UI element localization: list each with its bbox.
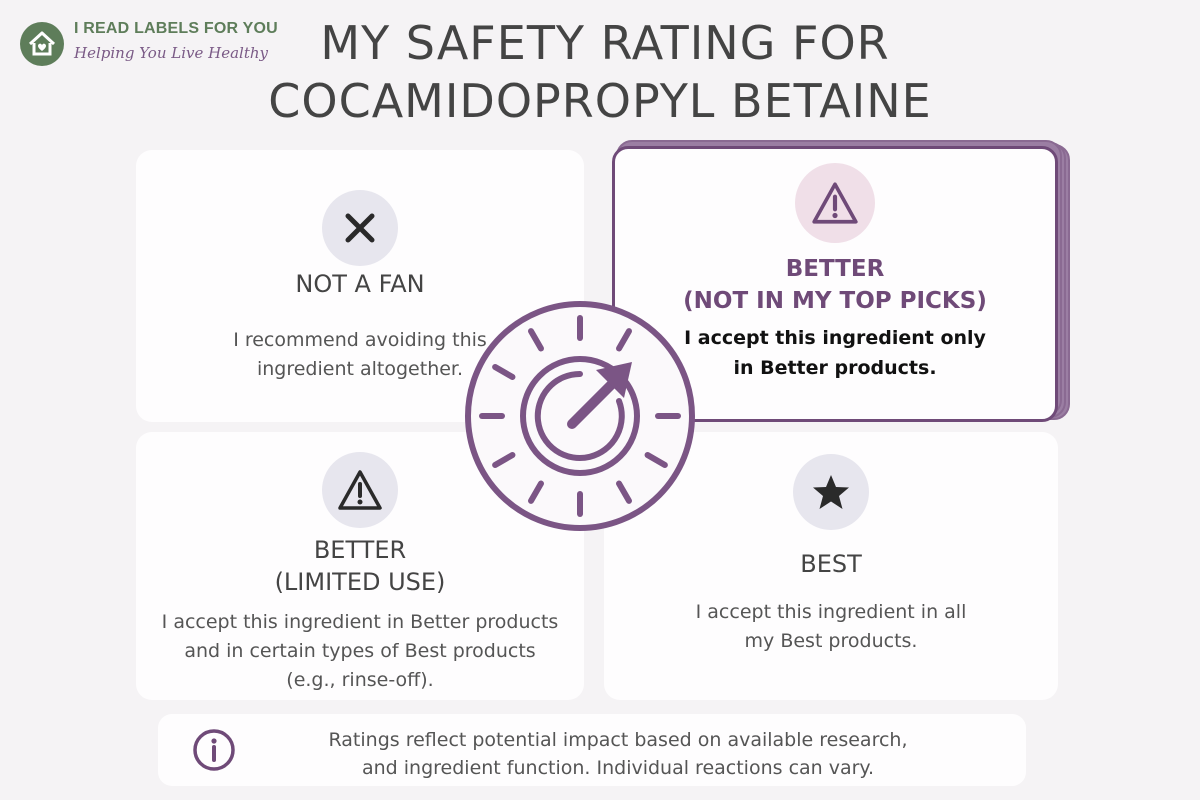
rating-heading: NOT A FAN: [295, 270, 425, 298]
star-icon: [793, 454, 869, 530]
dial-tick: [492, 452, 516, 468]
page-title-line-1: MY SAFETY RATING FOR: [320, 16, 890, 70]
dial-tick: [616, 480, 632, 504]
disclaimer-text: Ratings reflect potential impact based o…: [328, 729, 908, 779]
page-title-line-2: COCAMIDOPROPYL BETAINE: [268, 74, 932, 128]
rating-description: I recommend avoiding this ingredient alt…: [233, 329, 487, 380]
info-icon: [193, 729, 235, 771]
rating-description: I accept this ingredient only in Better …: [684, 327, 986, 379]
dial-tick: [616, 328, 632, 352]
dial-tick: [528, 480, 544, 504]
warning-icon: [795, 163, 875, 243]
rating-heading: BEST: [800, 550, 862, 578]
rating-card-best: BEST I accept this ingredient in all my …: [604, 432, 1058, 700]
dial-tick: [644, 452, 668, 468]
dial-gauge-icon: [465, 301, 695, 531]
rating-description: I accept this ingredient in all my Best …: [695, 601, 967, 652]
rating-description: I accept this ingredient in Better produ…: [161, 611, 559, 691]
page-title: MY SAFETY RATING FOR COCAMIDOPROPYL BETA…: [0, 14, 1200, 130]
rating-card-better-not-top-pick: BETTER (NOT IN MY TOP PICKS) I accept th…: [612, 146, 1058, 422]
dial-tick: [528, 328, 544, 352]
rating-heading: BETTER (LIMITED USE): [274, 536, 446, 596]
brand-name: I READ LABELS FOR YOU: [74, 20, 278, 37]
warning-icon: [322, 452, 398, 528]
brand-logo[interactable]: I READ LABELS FOR YOU Helping You Live H…: [18, 14, 278, 76]
disclaimer-note: Ratings reflect potential impact based o…: [158, 714, 1026, 786]
house-heart-icon: [20, 22, 64, 66]
dial-tick: [492, 364, 516, 380]
brand-tagline: Helping You Live Healthy: [74, 44, 268, 62]
rating-heading: BETTER (NOT IN MY TOP PICKS): [683, 256, 987, 314]
x-icon: [322, 190, 398, 266]
